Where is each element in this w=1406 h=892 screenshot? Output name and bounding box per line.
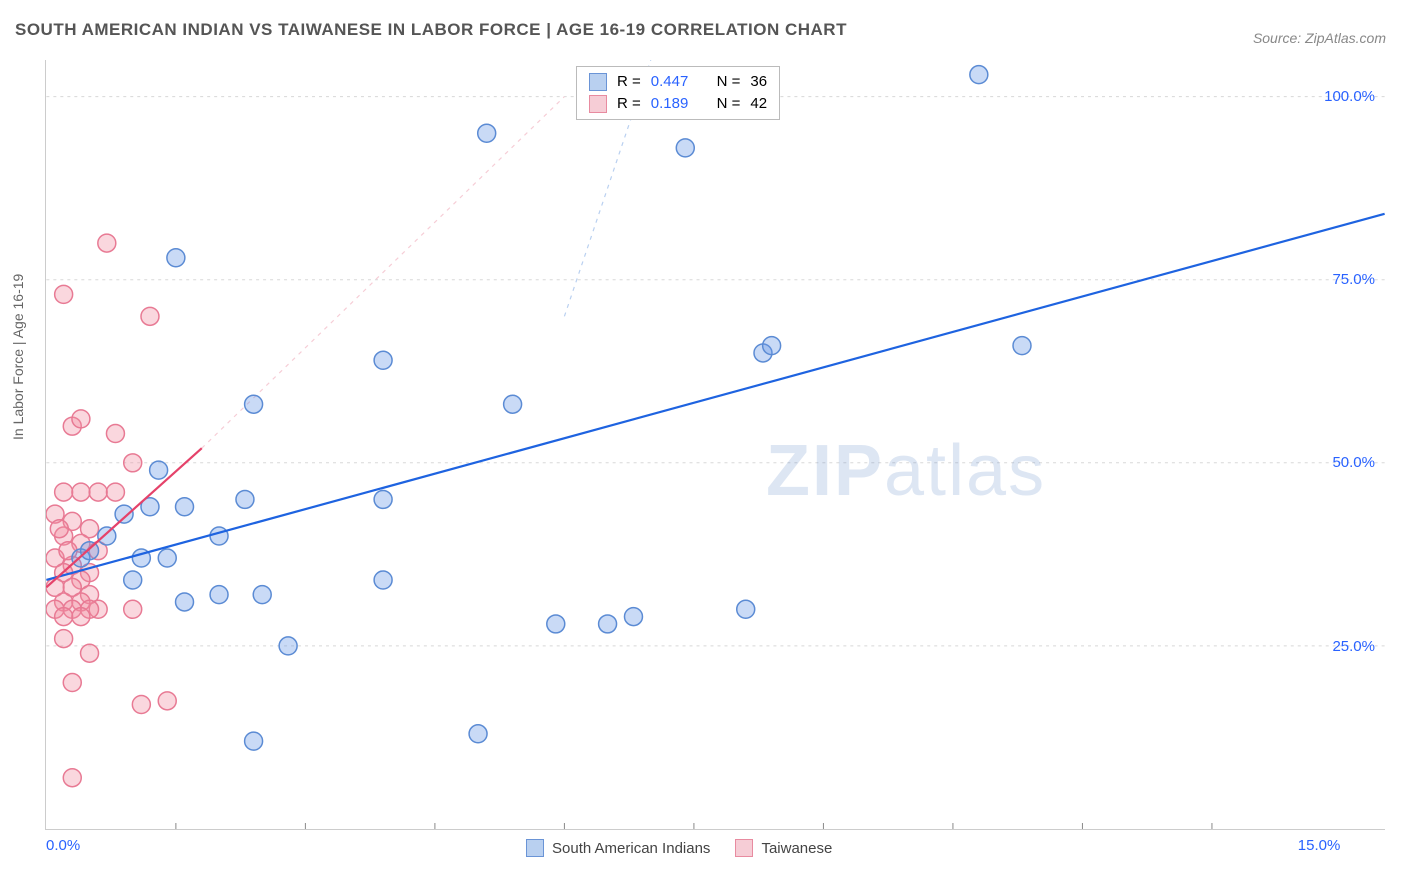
stats-row-0: R = 0.447 N = 36 bbox=[589, 71, 767, 93]
legend-item-1: Taiwanese bbox=[735, 839, 832, 857]
stats-swatch-0 bbox=[589, 73, 607, 91]
stats-row-1: R = 0.189 N = 42 bbox=[589, 93, 767, 115]
y-tick-label: 100.0% bbox=[1324, 88, 1375, 105]
legend-label-0: South American Indians bbox=[552, 840, 710, 857]
r-value-1: 0.189 bbox=[651, 93, 689, 115]
x-tick-label: 15.0% bbox=[1298, 837, 1341, 854]
chart-title: SOUTH AMERICAN INDIAN VS TAIWANESE IN LA… bbox=[15, 20, 847, 40]
n-value-1: 42 bbox=[750, 93, 767, 115]
x-tick-label: 0.0% bbox=[46, 837, 80, 854]
scatter-plot-svg bbox=[46, 60, 1385, 829]
source-attribution: Source: ZipAtlas.com bbox=[1253, 30, 1386, 46]
y-axis-label: In Labor Force | Age 16-19 bbox=[10, 274, 26, 440]
watermark-rest: atlas bbox=[884, 431, 1046, 511]
y-tick-label: 75.0% bbox=[1332, 271, 1375, 288]
n-label: N = bbox=[717, 71, 741, 93]
stats-swatch-1 bbox=[589, 95, 607, 113]
r-label: R = bbox=[617, 71, 641, 93]
legend-item-0: South American Indians bbox=[526, 839, 710, 857]
legend-swatch-1 bbox=[735, 839, 753, 857]
r-label: R = bbox=[617, 93, 641, 115]
y-tick-label: 25.0% bbox=[1332, 638, 1375, 655]
watermark: ZIPatlas bbox=[766, 430, 1046, 512]
legend: South American Indians Taiwanese bbox=[526, 839, 832, 857]
y-tick-label: 50.0% bbox=[1332, 454, 1375, 471]
n-label: N = bbox=[717, 93, 741, 115]
r-value-0: 0.447 bbox=[651, 71, 689, 93]
legend-label-1: Taiwanese bbox=[761, 840, 832, 857]
legend-swatch-0 bbox=[526, 839, 544, 857]
plot-area: ZIPatlas R = 0.447 N = 36 R = 0.189 N = … bbox=[45, 60, 1385, 830]
stats-box: R = 0.447 N = 36 R = 0.189 N = 42 bbox=[576, 66, 780, 120]
n-value-0: 36 bbox=[750, 71, 767, 93]
watermark-bold: ZIP bbox=[766, 431, 884, 511]
